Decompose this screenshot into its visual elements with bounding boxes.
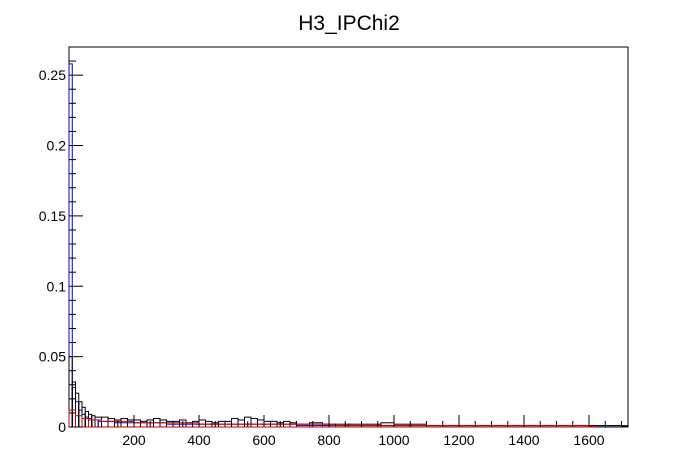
plot-frame — [69, 47, 628, 427]
bar-black-24 — [199, 420, 206, 427]
bar-black-40 — [310, 423, 323, 427]
bar-black-22 — [186, 423, 193, 427]
bar-blue-19 — [160, 423, 167, 427]
x-tick-label-0: 200 — [122, 432, 146, 448]
bar-blue-18 — [154, 423, 161, 427]
bar-black-45 — [381, 423, 394, 427]
chart-title: H3_IPChi2 — [298, 12, 400, 35]
bar-black-38 — [290, 423, 297, 427]
bar-black-15 — [141, 421, 148, 427]
bar-blue-13 — [121, 423, 128, 427]
y-tick-label-5: 0.25 — [39, 67, 66, 83]
bar-blue-10 — [102, 421, 109, 427]
bar-black-30 — [238, 420, 245, 427]
bar-black-9 — [102, 417, 109, 427]
x-tick-label-1: 400 — [187, 432, 211, 448]
y-tick-label-4: 0.2 — [47, 138, 67, 154]
x-tick-label-7: 1600 — [573, 432, 604, 448]
y-tick-label-1: 0.05 — [39, 349, 66, 365]
y-tick-label-3: 0.15 — [39, 208, 66, 224]
bar-blue-16 — [141, 423, 148, 427]
bar-black-10 — [108, 419, 115, 427]
x-tick-label-6: 1400 — [508, 432, 539, 448]
y-tick-label-2: 0.1 — [47, 278, 67, 294]
x-tick-label-5: 1200 — [443, 432, 474, 448]
bar-blue-15 — [134, 423, 141, 427]
x-tick-label-2: 600 — [252, 432, 276, 448]
bar-red-17 — [589, 426, 596, 427]
bar-black-18 — [160, 420, 167, 427]
bar-blue-14 — [128, 423, 135, 427]
bar-blue-11 — [108, 421, 115, 427]
bar-black-14 — [134, 420, 141, 427]
bar-black-32 — [251, 419, 258, 427]
bar-black-29 — [232, 419, 239, 427]
bar-black-33 — [258, 420, 265, 427]
x-tick-label-3: 800 — [317, 432, 341, 448]
x-tick-label-4: 1000 — [378, 432, 409, 448]
y-tick-label-0: 0 — [58, 419, 66, 435]
